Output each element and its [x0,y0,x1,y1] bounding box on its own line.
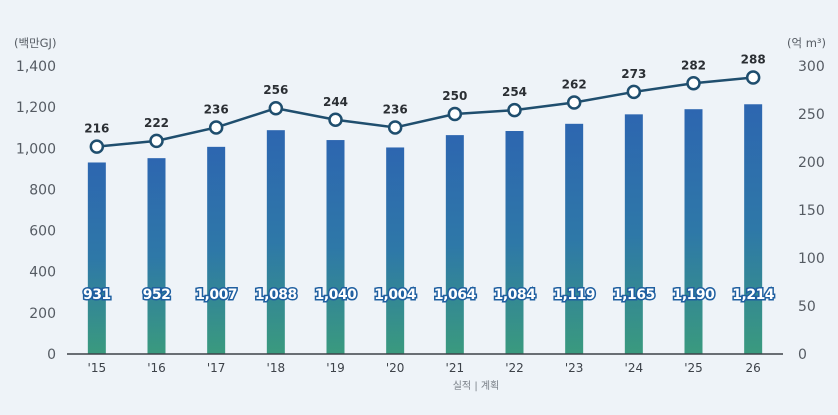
bar [147,158,166,354]
bar-value-label: 1,119 [553,287,595,303]
line-series: 216 222 236 256 244 236 250 254 262 273 282 288 [84,53,766,154]
bar-value-label: 1,007 [195,287,237,303]
right-tick-label: 0 [798,347,807,363]
line-point-label: 244 [323,95,348,109]
legend-text: 실적 | 계획 [453,380,500,392]
bar-value-label: 1,004 [374,287,417,303]
bar-value-label: 1,064 [434,287,477,303]
bar [744,104,763,355]
x-tick-label: '18 [267,361,286,375]
x-tick-label: '19 [326,361,345,375]
line-point [149,133,164,149]
bar-value-label: 952 [143,287,171,303]
right-tick-label: 100 [798,251,825,267]
x-tick-label: '21 [446,361,465,375]
bar [684,109,703,354]
line-point-label: 250 [442,89,467,103]
left-tick-label: 0 [47,347,56,363]
bar [87,162,106,354]
bar-value-label: 1,190 [673,287,716,303]
left-tick-label: 1,000 [16,141,56,157]
line-point-label: 222 [144,116,169,130]
bar [326,140,345,354]
bar [266,130,285,354]
x-tick-label: '20 [386,361,405,375]
line-point-label: 236 [383,102,408,116]
bar [505,131,524,354]
right-tick-label: 200 [798,155,825,171]
bar [207,146,226,354]
line-point [745,70,761,85]
line-point [208,120,224,135]
line-point-label: 254 [502,85,527,99]
left-tick-label: 600 [29,224,56,240]
line-point [566,95,582,110]
line-point-label: 273 [621,67,646,81]
left-axis: 0 200 400 600 800 1,000 1,200 1,400 [16,59,56,363]
line-point [626,84,642,100]
line-point [447,106,463,122]
right-tick-label: 50 [798,299,816,315]
left-axis-unit: (백만GJ) [14,36,56,50]
line-point [328,112,343,128]
x-tick-label: '15 [88,361,107,375]
x-tick-label: '22 [505,361,524,375]
line-point [507,102,522,118]
x-tick-label: 26 [746,361,761,375]
right-axis-unit: (억 m³) [787,36,826,50]
line-point-label: 288 [741,53,766,67]
series-line [96,76,754,148]
bar [624,114,643,354]
x-tick-label: '17 [207,361,226,375]
line-point-label: 282 [681,58,706,72]
bar-value-label: 1,040 [315,287,358,303]
right-axis: 0 50 100 150 200 250 300 [798,59,825,363]
line-point [89,139,105,154]
right-tick-label: 300 [798,59,825,75]
left-tick-label: 200 [29,306,56,322]
x-tick-label: '25 [684,361,703,375]
line-point-label: 262 [562,77,587,91]
x-tick-label: '16 [147,361,166,375]
bar [565,123,584,354]
bar-series [87,104,763,355]
bar-value-label: 1,084 [494,287,537,303]
line-point-label: 256 [263,83,288,97]
line-point [387,120,403,135]
bar [445,135,464,354]
bar [386,147,405,354]
right-tick-label: 250 [798,107,825,123]
line-point-label: 216 [84,122,109,136]
left-tick-label: 400 [29,265,56,281]
bar-value-label: 1,165 [613,287,655,303]
x-axis: '15 '16 '17 '18 '19 '20 '21 '22 '23 '24 '25 26 [88,361,761,375]
line-point [686,76,701,91]
x-tick-label: '23 [565,361,584,375]
bar-value-label: 931 [83,287,111,303]
right-tick-label: 150 [798,203,825,219]
x-tick-label: '24 [625,361,644,375]
bar-value-labels: 931 952 1,007 1,088 1,040 1,004 1,064 1,084 1,11… [81,286,776,305]
left-tick-label: 800 [29,182,56,198]
line-point [268,100,284,116]
left-tick-label: 1,400 [16,59,56,75]
bar-value-label: 1,214 [732,287,775,303]
left-tick-label: 1,200 [16,100,56,116]
bar-value-label: 1,088 [255,287,297,303]
line-point-label: 236 [204,102,229,116]
